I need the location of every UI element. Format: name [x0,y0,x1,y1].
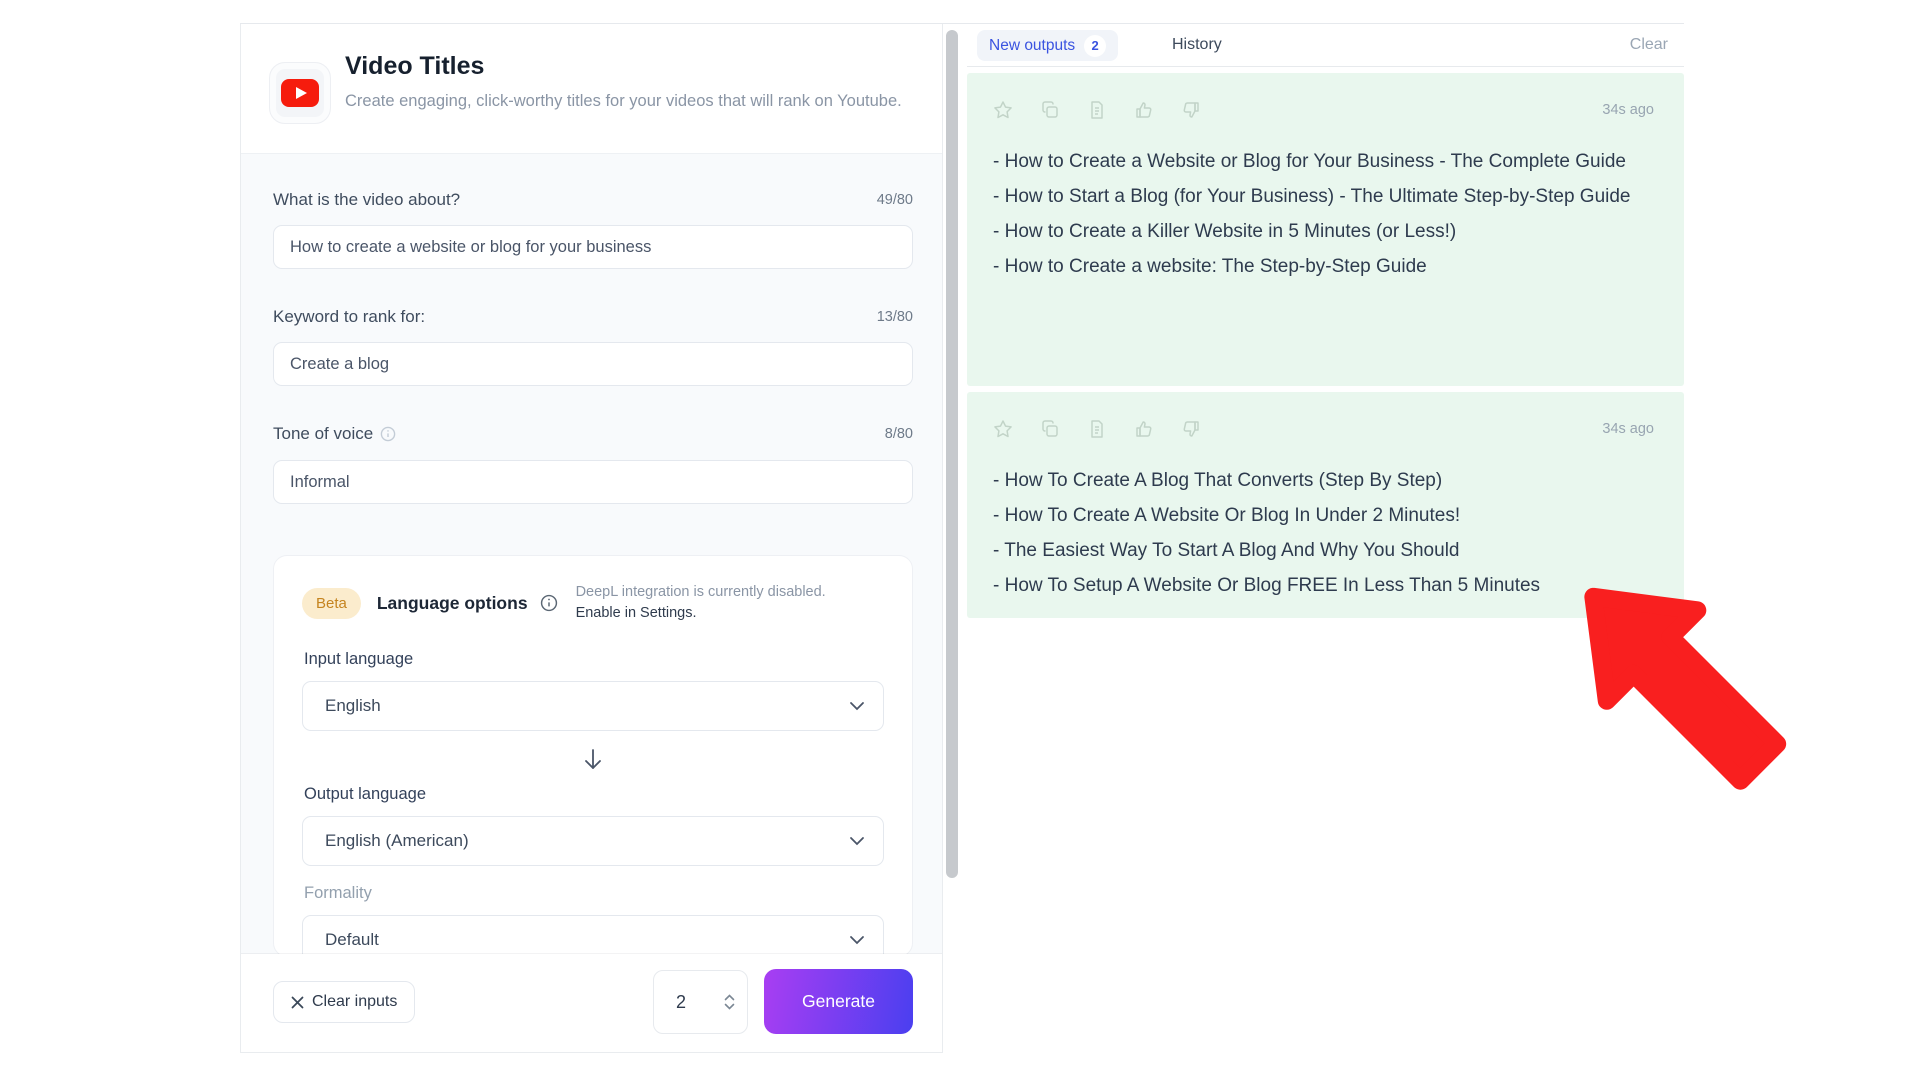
generated-title: - How to Create a website: The Step-by-S… [993,256,1427,277]
deepl-notice: DeepL integration is currently disabled.… [576,582,876,624]
input-language-select[interactable]: English [302,681,884,731]
page-title: Video Titles [345,52,485,80]
generated-title: - How To Create A Blog That Converts (St… [993,470,1443,491]
outputs-tabbar: New outputs 2 History Clear [967,24,1684,67]
output-toolbar: 34s ago [993,99,1654,121]
tool-header: Video Titles Create engaging, click-wort… [241,24,942,154]
field-row-keyword: Keyword to rank for: 13/80 [273,307,913,327]
beta-badge: Beta [302,587,361,619]
stepper-arrows[interactable] [724,994,735,1010]
thumbs-up-icon[interactable] [1134,419,1154,439]
field-label: Tone of voice [273,424,374,443]
thumbs-down-icon[interactable] [1181,100,1201,120]
new-outputs-label: New outputs [989,36,1076,54]
chevron-down-icon [850,936,864,945]
generated-title: - How To Setup A Website Or Blog FREE In… [993,575,1541,596]
youtube-icon [269,62,331,124]
tone-input[interactable] [273,460,913,504]
chevron-up-icon [724,994,735,1001]
thumbs-down-icon[interactable] [1181,419,1201,439]
document-icon[interactable] [1087,419,1107,439]
output-count-input[interactable] [674,990,722,1014]
clear-inputs-label: Clear inputs [312,993,398,1010]
tool-footer: Clear inputs Generate [241,954,942,1052]
char-counter: 8/80 [884,426,913,442]
info-icon [540,594,557,612]
field-label: What is the video about? [273,190,461,209]
language-options-title: Language options [376,592,528,613]
top-divider [240,23,1684,24]
star-icon[interactable] [993,100,1013,120]
star-icon[interactable] [993,419,1013,439]
input-language-label: Input language [304,650,414,668]
close-icon [291,996,304,1008]
output-toolbar: 34s ago [993,418,1654,440]
new-outputs-count-badge: 2 [1084,34,1107,57]
annotation-arrow [1584,587,1787,790]
formality-value: Default [325,930,379,949]
input-language-value: English [325,696,381,715]
output-text: - How to Create a Website or Blog for Yo… [993,144,1643,284]
chevron-down-icon [850,837,864,846]
output-timestamp: 34s ago [1602,102,1654,118]
tab-new-outputs[interactable]: New outputs 2 [977,30,1119,61]
tab-history[interactable]: History [1172,36,1222,53]
generated-title: - How to Create a Website or Blog for Yo… [993,151,1626,172]
thumbs-up-icon[interactable] [1134,100,1154,120]
generate-button[interactable]: Generate [764,969,913,1034]
generated-title: - How to Create a Killer Website in 5 Mi… [993,221,1457,242]
generated-title: - How to Start a Blog (for Your Business… [993,186,1631,207]
clear-outputs-button[interactable]: Clear [1629,36,1668,53]
chevron-down-icon [850,702,864,711]
field-row-video-about: What is the video about? 49/80 [273,190,913,210]
output-count-stepper [653,970,748,1034]
copy-icon[interactable] [1040,100,1060,120]
char-counter: 49/80 [876,192,913,208]
field-row-tone: Tone of voice 8/80 [273,424,913,444]
enable-in-settings-link[interactable]: Enable in Settings. [575,605,697,621]
output-language-select[interactable]: English (American) [302,816,884,866]
output-card: 34s ago - How To Create A Blog That Conv… [967,392,1684,618]
language-options-card: Beta Language options DeepL integration … [273,555,913,957]
output-text: - How To Create A Blog That Converts (St… [993,463,1643,603]
clear-inputs-button[interactable]: Clear inputs [273,981,416,1023]
language-options-header: Beta Language options DeepL integration … [302,582,884,624]
scrollbar-thumb[interactable] [946,30,958,878]
copy-icon[interactable] [1040,419,1060,439]
output-timestamp: 34s ago [1602,421,1654,437]
generated-title: - How To Create A Website Or Blog In Und… [993,505,1461,526]
info-icon [380,426,396,442]
tool-panel: Video Titles Create engaging, click-wort… [240,24,943,1053]
char-counter: 13/80 [876,309,913,325]
arrow-down-icon [585,749,601,769]
output-card: 34s ago - How to Create a Website or Blo… [967,73,1684,386]
keyword-input[interactable] [273,342,913,386]
generate-label: Generate [802,991,875,1011]
field-label: Keyword to rank for: [273,307,426,326]
formality-label: Formality [304,884,372,902]
video-about-input[interactable] [273,225,913,269]
formality-select[interactable]: Default [302,915,884,956]
document-icon[interactable] [1087,100,1107,120]
output-language-value: English (American) [325,831,469,850]
generated-title: - The Easiest Way To Start A Blog And Wh… [993,540,1460,561]
page-description: Create engaging, click-worthy titles for… [345,92,902,110]
deepl-notice-text: DeepL integration is currently disabled. [575,584,826,600]
chevron-down-icon [724,1003,735,1010]
output-language-label: Output language [304,785,427,803]
